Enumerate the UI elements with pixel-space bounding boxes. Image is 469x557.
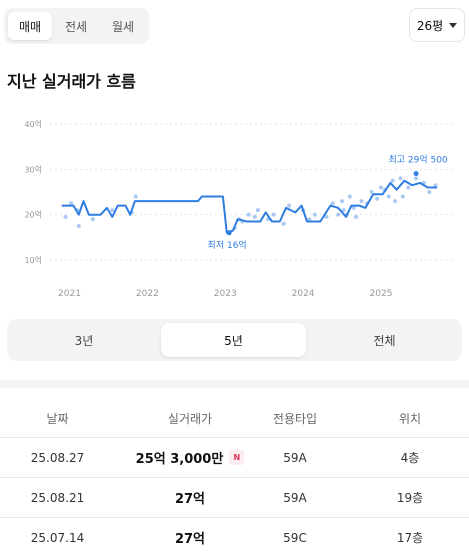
scatter-point <box>252 214 257 219</box>
x-tick-label: 2021 <box>58 289 81 299</box>
scatter-point <box>255 208 260 213</box>
x-tick-label: 2022 <box>136 289 159 299</box>
size-value: 26평 <box>416 18 444 33</box>
scatter-point <box>427 190 432 194</box>
scatter-point <box>90 217 95 222</box>
row-floor: 4층 <box>400 451 420 465</box>
x-tick-label: 2024 <box>292 289 315 299</box>
table-row[interactable]: 25.07.14 27억 59C 17층 <box>0 518 469 557</box>
scatter-point <box>347 194 352 199</box>
transaction-table: 날짜 실거래가 전용타입 위치 25.08.27 25억 3,000만 N 59… <box>0 400 469 557</box>
caret-down-icon <box>449 22 458 28</box>
y-tick-label: 20억 <box>24 210 42 220</box>
scatter-point <box>330 201 335 206</box>
row-type: 59A <box>283 490 307 505</box>
row-price-cell: 27억 <box>115 518 265 557</box>
scatter-point <box>76 224 81 228</box>
scatter-point <box>281 221 286 226</box>
tab-monthly-rent[interactable]: 월세 <box>111 19 135 34</box>
section-divider <box>0 380 469 388</box>
row-date: 25.07.14 <box>30 530 85 545</box>
period-tabs: 3년 5년 전체 <box>7 319 462 361</box>
scatter-point <box>271 212 276 217</box>
row-price-cell: 25억 3,000만 N <box>115 438 265 477</box>
scatter-point <box>307 217 312 222</box>
scatter-point <box>110 208 115 213</box>
period-all-button[interactable]: 전체 <box>373 333 396 348</box>
row-price-cell: 27억 <box>115 478 265 517</box>
scatter-point <box>324 214 329 219</box>
y-tick-label: 30억 <box>24 164 42 174</box>
scatter-point <box>340 199 345 204</box>
scatter-point <box>375 196 380 201</box>
row-floor: 17층 <box>396 531 424 545</box>
scatter-point <box>398 176 403 181</box>
scatter-point <box>433 183 438 188</box>
scatter-point <box>379 185 384 190</box>
y-tick-label: 40억 <box>24 119 42 129</box>
size-dropdown[interactable]: 26평 <box>409 8 465 42</box>
table-header: 날짜 실거래가 전용타입 위치 <box>0 400 469 438</box>
price-trend-chart: 40억 30억 20억 10억 2021 2022 2023 2024 2025 최고 29억 … <box>24 119 455 299</box>
min-label: 최저 16억 <box>208 239 247 251</box>
scatter-point <box>341 208 346 213</box>
section-title: 지난 실거래가 흐름 <box>7 72 136 91</box>
row-type: 59C <box>283 530 307 545</box>
row-type: 59A <box>283 450 307 465</box>
y-tick-label: 10억 <box>24 255 42 265</box>
deal-type-tabs: 매매 전세 월세 <box>4 8 149 44</box>
row-date: 25.08.27 <box>30 450 85 465</box>
scatter-point <box>287 203 292 208</box>
scatter-point <box>246 212 251 217</box>
x-tick-label: 2023 <box>214 289 237 299</box>
scatter-point <box>390 178 395 183</box>
scatter-point <box>414 176 419 181</box>
scatter-point <box>133 194 138 199</box>
scatter-point <box>354 214 359 219</box>
scatter-point <box>359 199 364 204</box>
scatter-point <box>369 190 374 194</box>
scatter-point <box>312 212 317 217</box>
table-row[interactable]: 25.08.21 27억 59A 19층 <box>0 478 469 518</box>
new-badge: N <box>229 450 245 465</box>
row-price: 27억 <box>174 532 206 547</box>
scatter-point <box>386 194 391 199</box>
table-row[interactable]: 25.08.27 25억 3,000만 N 59A 4층 <box>0 438 469 478</box>
tab-jeonse[interactable]: 전세 <box>64 19 88 34</box>
scatter-point <box>400 194 405 199</box>
price-line <box>61 179 438 234</box>
header-type: 전용타입 <box>272 412 318 426</box>
scatter-point <box>69 201 74 206</box>
scatter-point <box>336 212 341 217</box>
period-5y-button[interactable]: 5년 <box>161 323 306 357</box>
row-floor: 19층 <box>396 491 424 505</box>
max-point <box>413 171 419 177</box>
row-date: 25.08.21 <box>30 490 85 505</box>
scatter-point <box>63 214 68 219</box>
scatter-point <box>351 205 356 210</box>
x-tick-label: 2025 <box>370 289 393 299</box>
period-3y-button[interactable]: 3년 <box>74 333 94 348</box>
row-price: 25억 3,000만 <box>135 452 224 467</box>
max-label: 최고 29억 500 <box>388 154 447 166</box>
tab-sale[interactable]: 매매 <box>8 12 52 40</box>
header-floor: 위치 <box>398 412 422 426</box>
row-price: 27억 <box>174 492 206 507</box>
header-date: 날짜 <box>46 412 69 426</box>
min-point <box>226 230 232 236</box>
scatter-point <box>393 199 398 204</box>
scatter-point <box>406 185 411 190</box>
header-price: 실거래가 <box>167 412 213 426</box>
